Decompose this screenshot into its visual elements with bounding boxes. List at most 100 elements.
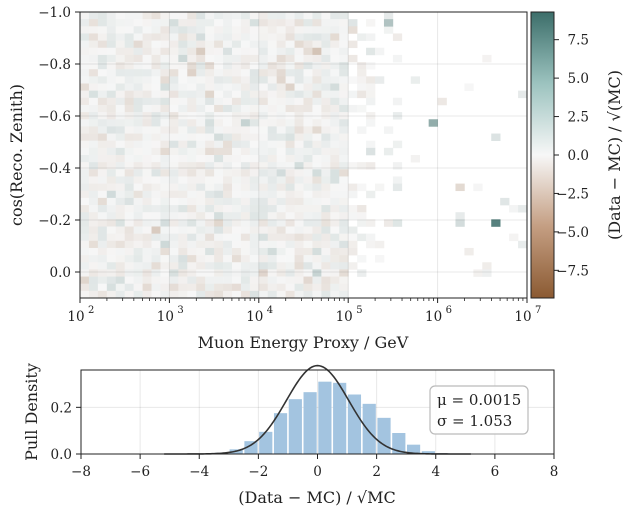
heatmap-cell bbox=[80, 247, 90, 256]
heatmap-cell bbox=[330, 12, 340, 20]
heatmap-cell bbox=[106, 33, 117, 41]
heatmap-cell bbox=[151, 290, 161, 299]
heatmap-cell bbox=[205, 26, 215, 34]
heatmap-cell bbox=[500, 197, 510, 206]
heatmap-cell bbox=[240, 219, 251, 227]
heatmap-cell bbox=[205, 112, 215, 120]
heatmap-cell bbox=[88, 176, 99, 184]
heatmap-cell bbox=[276, 197, 286, 206]
heatmap-cell bbox=[339, 69, 349, 77]
heatmap-cell bbox=[80, 62, 90, 70]
heatmap-cell bbox=[366, 76, 376, 84]
heatmap-cell bbox=[276, 126, 286, 134]
heatmap-cell bbox=[357, 183, 367, 192]
heatmap-cell bbox=[88, 255, 99, 263]
heatmap-cell bbox=[249, 247, 260, 256]
heatmap-cell bbox=[348, 90, 358, 99]
heatmap-cell bbox=[124, 90, 134, 99]
heatmap-cell bbox=[231, 33, 242, 41]
pull-x-tick-label: 0 bbox=[313, 464, 322, 480]
heatmap-cell bbox=[187, 54, 197, 63]
heatmap-cell bbox=[231, 226, 242, 234]
heatmap-cell bbox=[303, 33, 313, 41]
heatmap-cell bbox=[160, 290, 170, 299]
heatmap-cell bbox=[169, 262, 179, 270]
heatmap-cell bbox=[321, 255, 331, 263]
heatmap-cell bbox=[151, 62, 161, 70]
heatmap-cell bbox=[205, 19, 215, 27]
heatmap-cell bbox=[80, 219, 90, 227]
heatmap-cell bbox=[80, 205, 90, 213]
heatmap-cell bbox=[303, 140, 313, 149]
heatmap-cell bbox=[330, 290, 340, 299]
heatmap-cell bbox=[240, 83, 251, 91]
heatmap-cell bbox=[276, 155, 286, 163]
heatmap-cell bbox=[231, 190, 242, 199]
heatmap-cell bbox=[223, 290, 233, 299]
heatmap-cell bbox=[160, 119, 170, 127]
heatmap-cell bbox=[196, 33, 206, 41]
heatmap-cell bbox=[187, 176, 197, 184]
heatmap-cell bbox=[303, 155, 313, 163]
heatmap-cell bbox=[330, 76, 340, 84]
heatmap-cell bbox=[339, 240, 349, 249]
heatmap-cell bbox=[330, 162, 340, 170]
heatmap-cell bbox=[276, 19, 286, 27]
heatmap-cell bbox=[303, 19, 313, 27]
heatmap-cell bbox=[249, 54, 260, 63]
heatmap-cell bbox=[115, 269, 125, 277]
heatmap-cell bbox=[276, 233, 286, 242]
heatmap-cell bbox=[312, 126, 322, 134]
heatmap-cell bbox=[249, 126, 260, 134]
heatmap-cell bbox=[231, 276, 242, 284]
heatmap-cell bbox=[196, 262, 206, 270]
heatmap-cell bbox=[392, 176, 403, 184]
heatmap-cell bbox=[142, 176, 152, 184]
heatmap-cell bbox=[169, 240, 179, 249]
heatmap-cell bbox=[142, 62, 152, 70]
heatmap-cell bbox=[294, 33, 304, 41]
heatmap-cell bbox=[231, 97, 242, 106]
heatmap-cell bbox=[249, 90, 260, 99]
heatmap-cell bbox=[285, 190, 295, 199]
heatmap-cell bbox=[464, 247, 474, 256]
heatmap-cell bbox=[88, 54, 99, 63]
heatmap-cell bbox=[106, 183, 117, 192]
heatmap-cell bbox=[223, 26, 233, 34]
heatmap-cell bbox=[240, 90, 251, 99]
heatmap-cell bbox=[142, 240, 152, 249]
heatmap-cell bbox=[330, 176, 340, 184]
heatmap-cell bbox=[205, 40, 215, 49]
heatmap-cell bbox=[97, 47, 108, 56]
heatmap-cell bbox=[142, 33, 152, 41]
heatmap-cell bbox=[115, 119, 125, 127]
heatmap-cell bbox=[133, 119, 143, 127]
heatmap-cell bbox=[187, 169, 197, 177]
heatmap-cell bbox=[133, 40, 143, 49]
heatmap-cell bbox=[231, 162, 242, 170]
heatmap-cell bbox=[294, 112, 304, 120]
heatmap-cell bbox=[357, 233, 367, 242]
heatmap-cell bbox=[294, 262, 304, 270]
heatmap-cell bbox=[276, 83, 286, 91]
heatmap-cell bbox=[115, 197, 125, 206]
heatmap-cell bbox=[312, 12, 322, 20]
heatmap-cell bbox=[88, 47, 99, 56]
heatmap-cell bbox=[80, 47, 90, 56]
heatmap-cell bbox=[276, 255, 286, 263]
heatmap-cell bbox=[124, 133, 134, 141]
heatmap-cell bbox=[214, 262, 224, 270]
heatmap-cell bbox=[294, 126, 304, 134]
heatmap-cell bbox=[115, 212, 125, 220]
heatmap-cell bbox=[80, 162, 90, 170]
heatmap-cell bbox=[330, 69, 340, 77]
heatmap-cell bbox=[366, 83, 376, 91]
heatmap-cell bbox=[142, 19, 152, 27]
heatmap-cell bbox=[321, 169, 331, 177]
heatmap-cell bbox=[196, 112, 206, 120]
heatmap-y-ticks: −1.0 −0.8 −0.6 −0.4 −0.2 0.0 bbox=[38, 5, 80, 281]
heatmap-cell bbox=[106, 47, 117, 56]
heatmap-cell bbox=[187, 126, 197, 134]
heatmap-cell bbox=[240, 69, 251, 77]
heatmap-cell bbox=[223, 162, 233, 170]
